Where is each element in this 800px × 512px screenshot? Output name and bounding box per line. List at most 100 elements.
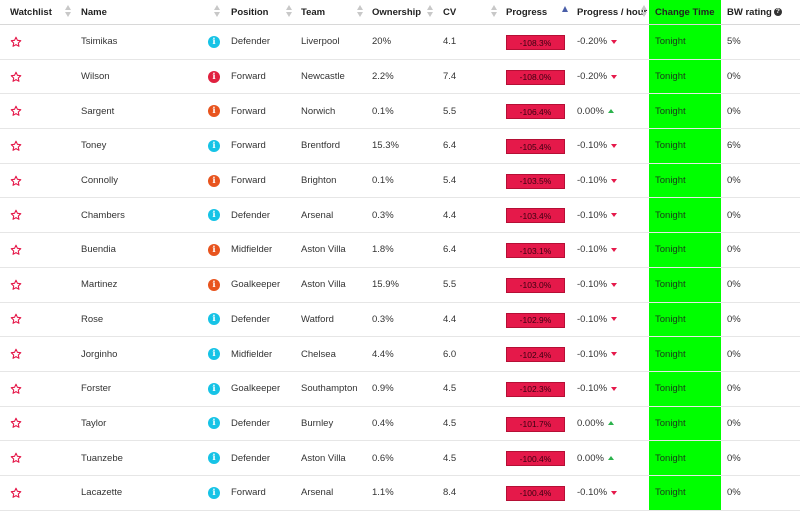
header-position[interactable]: Position	[231, 6, 269, 18]
progress-badge: -103.0%	[506, 277, 565, 293]
header-progress[interactable]: Progress	[506, 6, 548, 18]
table-row[interactable]: Martinez i Goalkeeper Aston Villa 15.9% 5.5 -1…	[0, 267, 800, 303]
header-name[interactable]: Name	[81, 6, 107, 18]
player-name[interactable]: Lacazette	[81, 487, 123, 499]
player-info-icon[interactable]: i	[208, 476, 220, 510]
player-name[interactable]: Chambers	[81, 209, 125, 221]
watchlist-star-icon[interactable]	[10, 337, 22, 371]
table-row[interactable]: Tuanzebe i Defender Aston Villa 0.6% 4.5 -100.…	[0, 441, 800, 476]
player-info-icon[interactable]: i	[208, 441, 220, 475]
table-row[interactable]: Connolly i Forward Brighton 0.1% 5.4 -103.5% -0…	[0, 163, 800, 199]
table-row[interactable]: Forster i Goalkeeper Southampton 0.9% 4.5 -102…	[0, 371, 800, 407]
change-time: Tonight	[649, 371, 721, 406]
table-row[interactable]: Chambers i Defender Arsenal 0.3% 4.4 -103.4% -0…	[0, 198, 800, 234]
player-info-icon[interactable]: i	[208, 372, 220, 406]
sort-position-icon[interactable]	[285, 5, 293, 19]
player-name[interactable]: Toney	[81, 140, 107, 152]
watchlist-star-icon[interactable]	[10, 441, 22, 475]
player-name[interactable]: Taylor	[81, 417, 107, 429]
player-team: Watford	[301, 313, 334, 325]
player-name[interactable]: Martinez	[81, 279, 118, 291]
player-ownership: 0.3%	[372, 313, 394, 325]
sort-name-icon[interactable]	[213, 5, 221, 19]
help-icon[interactable]: ?	[773, 8, 782, 16]
watchlist-star-icon[interactable]	[10, 407, 22, 441]
player-info-icon[interactable]: i	[208, 337, 220, 371]
table-row[interactable]: Taylor i Defender Burnley 0.4% 4.5 -101.7% 0.00…	[0, 406, 800, 442]
player-info-icon[interactable]: i	[208, 233, 220, 267]
table-row[interactable]: Rose i Defender Watford 0.3% 4.4 -102.9% -0.10%…	[0, 302, 800, 338]
info-icon[interactable]: i	[208, 382, 220, 395]
header-watchlist[interactable]: Watchlist	[10, 6, 52, 18]
table-row[interactable]: Tsimikas i Defender Liverpool 20% 4.1 -108.3% -…	[0, 25, 800, 60]
watchlist-star-icon[interactable]	[10, 303, 22, 337]
watchlist-star-icon[interactable]	[10, 372, 22, 406]
player-cv: 5.4	[443, 175, 457, 187]
table-row[interactable]: Toney i Forward Brentford 15.3% 6.4 -105.4% -0.…	[0, 129, 800, 164]
player-name[interactable]: Jorginho	[81, 348, 118, 360]
info-icon[interactable]: i	[208, 139, 220, 152]
watchlist-star-icon[interactable]	[10, 25, 22, 59]
player-info-icon[interactable]: i	[208, 25, 220, 59]
watchlist-star-icon[interactable]	[10, 94, 22, 128]
info-icon[interactable]: i	[208, 486, 220, 499]
player-team: Brighton	[301, 175, 337, 187]
table-row[interactable]: Buendia i Midfielder Aston Villa 1.8% 6.4 -103…	[0, 233, 800, 268]
header-change-time[interactable]: Change Time	[649, 0, 721, 24]
info-icon[interactable]: i	[208, 452, 220, 465]
player-ownership: 15.3%	[372, 140, 399, 152]
sort-watchlist-icon[interactable]	[64, 5, 72, 19]
header-bw-rating[interactable]: BW rating?	[727, 0, 782, 24]
table-row[interactable]: Lacazette i Forward Arsenal 1.1% 8.4 -100.4% -0…	[0, 475, 800, 511]
table-row[interactable]: Jorginho i Midfielder Chelsea 4.4% 6.0 -102.4%…	[0, 337, 800, 372]
player-info-icon[interactable]: i	[208, 60, 220, 94]
player-name[interactable]: Sargent	[81, 105, 115, 117]
info-icon[interactable]: i	[208, 70, 220, 83]
player-info-icon[interactable]: i	[208, 268, 220, 302]
header-progress-hour[interactable]: Progress / hour	[577, 6, 648, 18]
sort-ownership-icon[interactable]	[426, 5, 434, 19]
player-name[interactable]: Forster	[81, 383, 112, 395]
info-icon[interactable]: i	[208, 348, 220, 361]
player-name[interactable]: Rose	[81, 313, 104, 325]
watchlist-star-icon[interactable]	[10, 476, 22, 510]
table-row[interactable]: Sargent i Forward Norwich 0.1% 5.5 -106.4% 0.00…	[0, 94, 800, 130]
header-cv[interactable]: CV	[443, 6, 457, 18]
watchlist-star-icon[interactable]	[10, 233, 22, 267]
info-icon[interactable]: i	[208, 278, 220, 291]
player-name[interactable]: Tuanzebe	[81, 452, 123, 464]
player-name[interactable]: Tsimikas	[81, 36, 118, 48]
player-info-icon[interactable]: i	[208, 303, 220, 337]
sort-progress-hour-icon[interactable]	[640, 5, 648, 19]
table-row[interactable]: Wilson i Forward Newcastle 2.2% 7.4 -108.0% -0.…	[0, 59, 800, 95]
info-icon[interactable]: i	[208, 35, 220, 48]
info-icon[interactable]: i	[208, 313, 220, 326]
bw-rating: 0%	[727, 383, 741, 395]
watchlist-star-icon[interactable]	[10, 129, 22, 163]
header-team[interactable]: Team	[301, 6, 326, 18]
info-icon[interactable]: i	[208, 209, 220, 222]
player-info-icon[interactable]: i	[208, 164, 220, 198]
watchlist-star-icon[interactable]	[10, 60, 22, 94]
watchlist-star-icon[interactable]	[10, 198, 22, 232]
info-icon[interactable]: i	[208, 243, 220, 256]
sort-cv-icon[interactable]	[490, 5, 498, 19]
bw-rating: 0%	[727, 487, 741, 499]
player-name[interactable]: Wilson	[81, 71, 110, 83]
player-info-icon[interactable]: i	[208, 407, 220, 441]
sort-progress-asc-icon[interactable]	[562, 6, 568, 12]
player-position: Defender	[231, 452, 271, 464]
player-info-icon[interactable]: i	[208, 198, 220, 232]
info-icon[interactable]: i	[208, 105, 220, 118]
info-icon[interactable]: i	[208, 174, 220, 187]
info-icon[interactable]: i	[208, 417, 220, 430]
header-ownership[interactable]: Ownership	[372, 6, 422, 18]
player-info-icon[interactable]: i	[208, 94, 220, 128]
player-name[interactable]: Connolly	[81, 175, 118, 187]
star-outline-svg	[10, 487, 22, 498]
sort-team-icon[interactable]	[356, 5, 364, 19]
player-info-icon[interactable]: i	[208, 129, 220, 163]
watchlist-star-icon[interactable]	[10, 268, 22, 302]
watchlist-star-icon[interactable]	[10, 164, 22, 198]
player-name[interactable]: Buendia	[81, 244, 116, 256]
